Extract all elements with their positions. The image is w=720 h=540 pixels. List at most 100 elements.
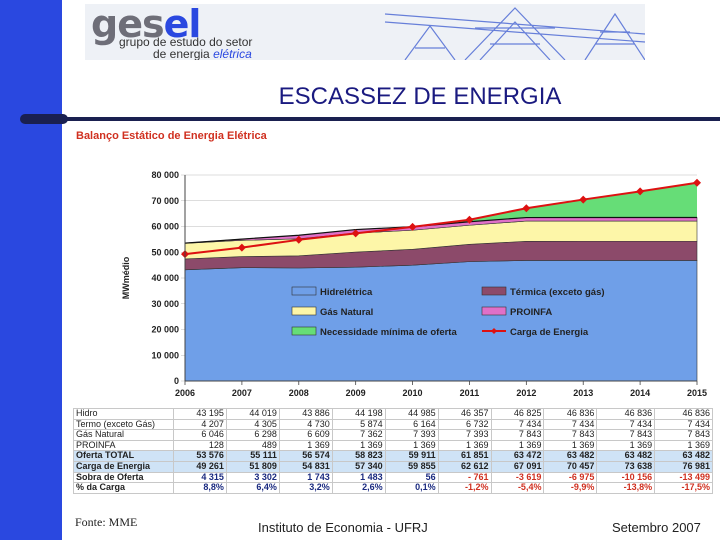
x-tick-label: 2008 — [289, 388, 309, 398]
table-cell: 6 609 — [278, 429, 333, 441]
table-row: Oferta TOTAL 53 576 55 111 56 574 58 823 59 9… — [73, 450, 713, 462]
x-tick-label: 2012 — [516, 388, 536, 398]
table-cell: 1 369 — [596, 439, 656, 452]
table-cell: 53 576 — [173, 450, 227, 462]
y-axis-label: MWmédio — [121, 256, 131, 299]
table-row: Carga de Energia 49 261 51 809 54 831 57 340… — [73, 460, 713, 473]
row-label: Termo (exceto Gás) — [73, 418, 174, 431]
table-cell: 56 — [384, 471, 439, 484]
gesel-logo: gesel grupo de estudo do setor de energi… — [85, 4, 645, 60]
table-cell: 1 369 — [543, 439, 598, 452]
carga-point — [294, 235, 303, 244]
table-cell: 59 911 — [384, 450, 439, 462]
table-cell: 7 843 — [596, 429, 656, 441]
table-cell: 489 — [225, 439, 280, 452]
table-cell: 7 843 — [490, 429, 545, 441]
table-cell: 7 362 — [331, 429, 386, 441]
y-tick-label: 0 — [174, 376, 179, 386]
carga-line — [184, 181, 698, 256]
table-cell: 7 393 — [384, 429, 439, 441]
table-row: PROINFA 128 489 1 369 1 369 1 369 1 369 1 369 1 … — [73, 439, 713, 452]
carga-point — [465, 215, 474, 224]
table-cell: 46 836 — [596, 408, 656, 420]
y-tick-label: 40 000 — [151, 273, 179, 283]
table-cell: -1,2% — [437, 482, 492, 494]
x-tick-label: 2011 — [460, 388, 480, 398]
table-cell: 54 831 — [278, 460, 333, 473]
carga-point — [636, 187, 645, 196]
table-cell: 44 985 — [384, 408, 439, 420]
table-cell: 7 434 — [543, 418, 598, 431]
table-cell: 4 730 — [278, 418, 333, 431]
table-cell: 46 836 — [543, 408, 598, 420]
table-cell: 1 369 — [654, 439, 713, 452]
table-cell: - 761 — [437, 471, 492, 484]
x-tick-label: 2009 — [346, 388, 366, 398]
table-cell: 46 357 — [437, 408, 492, 420]
y-tick-label: 50 000 — [151, 247, 179, 257]
row-label: Hidro — [73, 408, 174, 420]
x-tick-label: 2013 — [573, 388, 593, 398]
legend-swatch-marker — [491, 328, 497, 334]
table-cell: 128 — [173, 439, 227, 452]
table-cell: 1 369 — [278, 439, 333, 452]
table-cell: 43 886 — [278, 408, 333, 420]
table-cell: 51 809 — [225, 460, 280, 473]
y-tick-label: 10 000 — [151, 350, 179, 360]
table-cell: 76 981 — [654, 460, 713, 473]
table-cell: 1 369 — [331, 439, 386, 452]
table-cell: 43 195 — [173, 408, 227, 420]
table-cell: 44 198 — [331, 408, 386, 420]
legend-label: Carga de Energia — [510, 327, 589, 338]
footer-institution: Instituto de Economia - UFRJ — [258, 520, 428, 535]
legend-swatch — [291, 286, 317, 296]
table-cell: 73 638 — [596, 460, 656, 473]
table-cell: 1 369 — [490, 439, 545, 452]
legend-label: Térmica (exceto gás) — [510, 287, 605, 298]
table-cell: 3 302 — [225, 471, 280, 484]
legend-swatch — [481, 306, 507, 316]
table-cell: 46 836 — [654, 408, 713, 420]
logo-wordmark: gesel — [91, 4, 201, 46]
table-cell: 7 434 — [490, 418, 545, 431]
logo-tagline-2: de energia elétrica — [153, 47, 252, 60]
left-accent-curve — [62, 60, 92, 90]
table-cell: 5 874 — [331, 418, 386, 431]
y-tick-label: 30 000 — [151, 299, 179, 309]
table-cell: 4 207 — [173, 418, 227, 431]
table-row: Sobra de Oferta 4 315 3 302 1 743 1 483 56- 7… — [73, 471, 713, 484]
footer-date: Setembro 2007 — [612, 520, 701, 535]
row-label: % da Carga — [73, 482, 174, 494]
table-cell: 8,8% — [173, 482, 227, 494]
table-cell: 63 482 — [596, 450, 656, 462]
table-cell: 63 482 — [654, 450, 713, 462]
table-cell: 0,1% — [384, 482, 439, 494]
row-label: Gás Natural — [73, 429, 174, 441]
table-cell: 3,2% — [278, 482, 333, 494]
table-cell: -10 156 — [596, 471, 656, 484]
table-cell: -13 499 — [654, 471, 713, 484]
legend-label: Hidrelétrica — [320, 287, 373, 298]
table-cell: 2,6% — [331, 482, 386, 494]
table-cell: -6 975 — [543, 471, 598, 484]
table-cell: 7 434 — [596, 418, 656, 431]
slide-title: ESCASSEZ DE ENERGIA — [278, 83, 562, 110]
carga-point — [522, 204, 531, 213]
table-cell: 6 164 — [384, 418, 439, 431]
table-cell: 44 019 — [225, 408, 280, 420]
table-cell: 1 483 — [331, 471, 386, 484]
carga-point — [351, 229, 360, 238]
table-cell: 4 305 — [225, 418, 280, 431]
table-cell: 61 851 — [437, 450, 492, 462]
carga-point — [579, 195, 588, 204]
table-cell: -13,8% — [596, 482, 656, 494]
table-cell: 6 046 — [173, 429, 227, 441]
table-cell: 62 612 — [437, 460, 492, 473]
legend-swatch — [291, 306, 317, 316]
y-tick-label: 60 000 — [151, 222, 179, 232]
table-cell: 59 855 — [384, 460, 439, 473]
table-row: Gás Natural 6 046 6 298 6 609 7 362 7 393 7 39… — [73, 429, 713, 441]
table-cell: 7 434 — [654, 418, 713, 431]
table-cell: 57 340 — [331, 460, 386, 473]
hidreletrica-area — [184, 260, 698, 382]
